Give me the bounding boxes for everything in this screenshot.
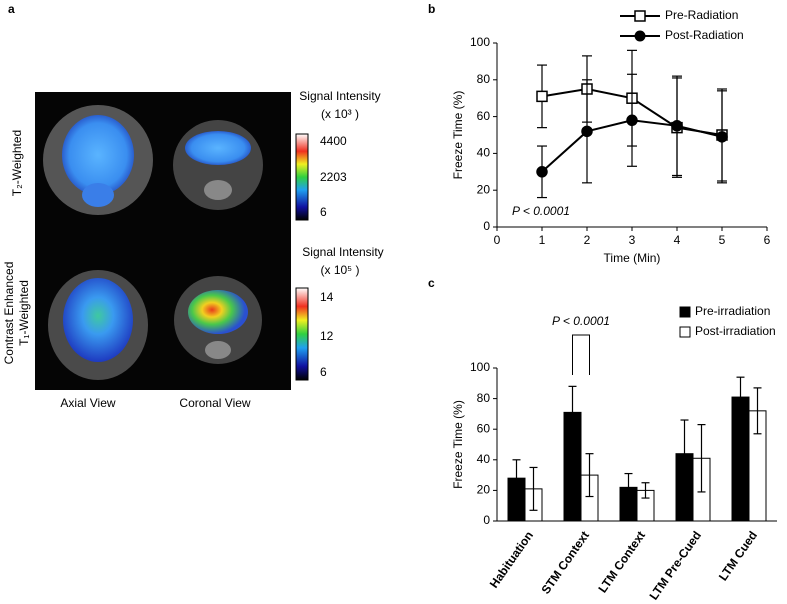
x-tick-label: 6 [764,233,771,247]
y-tick-label: 40 [477,452,491,466]
colorbar-unit: (x 10⁵ ) [321,263,360,277]
point [626,114,638,127]
y-tick-label: 80 [477,72,491,86]
error-bar [736,376,745,418]
error-bar [753,387,762,435]
error-bar [585,453,594,498]
row-label: T₂-Weighted [10,130,24,196]
y-tick-label: 60 [477,421,491,435]
point [536,90,548,103]
legend-label: Post-Radiation [665,28,744,42]
error-bar [512,459,521,498]
colorbar-tick: 6 [320,365,327,379]
x-tick-label: LTM Pre-Cued [646,529,704,603]
y-tick-label: 60 [477,109,491,123]
annotation: P < 0.0001 [512,204,570,218]
error-bar [568,385,577,439]
y-tick-label: 0 [483,513,490,527]
colorbar-unit: (x 10³ ) [321,107,359,121]
y-axis-label: Freeze Time (%) [451,91,465,180]
y-tick-label: 40 [477,146,491,160]
colorbar-title: Signal Intensity [302,245,383,259]
x-tick-label: 4 [674,233,681,247]
error-bar [624,472,633,502]
error-bar [697,424,706,493]
row-label: T₁-Weighted [17,280,31,346]
y-tick-label: 0 [483,219,490,233]
bracket [572,334,590,375]
colorbar-tick: 2203 [320,170,347,184]
panel-label: c [428,276,435,290]
y-tick-label: 100 [470,360,490,374]
x-tick-label: 3 [629,233,636,247]
annotation: P < 0.0001 [552,314,610,328]
point [536,166,548,178]
x-axis-label: Time (Min) [604,251,661,265]
legend-label: Pre-irradiation [695,304,770,318]
colorbar-tick: 4400 [320,134,347,148]
colorbar-tick: 12 [320,329,334,343]
column-label: Axial View [60,396,115,410]
colorbar-tick: 6 [320,205,327,219]
point [671,120,683,132]
colorbar [295,287,309,381]
x-tick-label: Habituation [487,529,536,591]
legend-marker [634,30,646,42]
colorbar-tick: 14 [320,290,334,304]
y-tick-label: 80 [477,391,491,405]
x-tick-label: 2 [584,233,591,247]
row-label: Contrast Enhanced [2,262,16,365]
legend-label: Pre-Radiation [665,8,738,22]
panel-label: b [428,2,435,16]
column-label: Coronal View [179,396,250,410]
x-tick-label: LTM Cued [716,529,760,584]
y-tick-label: 20 [477,182,491,196]
legend-swatch [679,326,691,338]
x-tick-label: LTM Context [595,529,648,596]
colorbar-title: Signal Intensity [299,89,380,103]
colorbar [295,133,309,221]
x-tick-label: 0 [494,233,501,247]
x-tick-label: STM Context [539,529,593,597]
y-tick-label: 20 [477,483,491,497]
point [716,131,728,143]
point [581,125,593,138]
panel-label: a [8,2,15,16]
legend-label: Post-irradiation [695,324,776,338]
mri-images [43,105,263,380]
legend-marker [634,10,646,22]
y-tick-label: 100 [470,35,490,49]
error-bar [641,482,650,499]
legend-swatch [679,306,691,318]
y-axis-label: Freeze Time (%) [451,400,465,489]
x-tick-label: 5 [719,233,726,247]
error-bar [680,419,689,488]
error-bar [529,466,538,511]
x-tick-label: 1 [539,233,546,247]
